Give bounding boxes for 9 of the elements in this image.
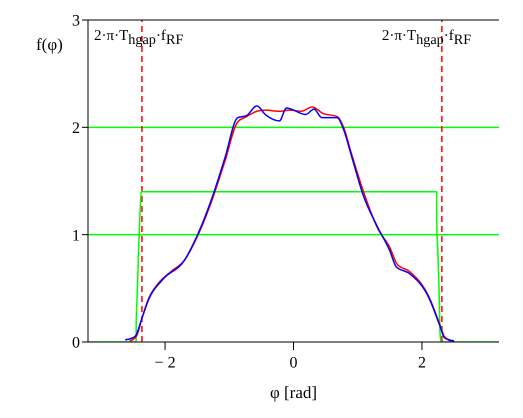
x-tick-label: 2 xyxy=(418,354,426,372)
y-tick-label: 0 xyxy=(72,334,80,352)
x-tick-label: − 2 xyxy=(154,354,176,372)
y-tick-label: 1 xyxy=(72,227,80,244)
y-tick-label: 2 xyxy=(72,120,80,138)
x-tick-label: 0 xyxy=(290,354,298,372)
y-axis-title: f(φ) xyxy=(36,35,63,54)
x-axis-title: φ [rad] xyxy=(270,383,318,402)
y-tick-label: 3 xyxy=(72,12,80,30)
